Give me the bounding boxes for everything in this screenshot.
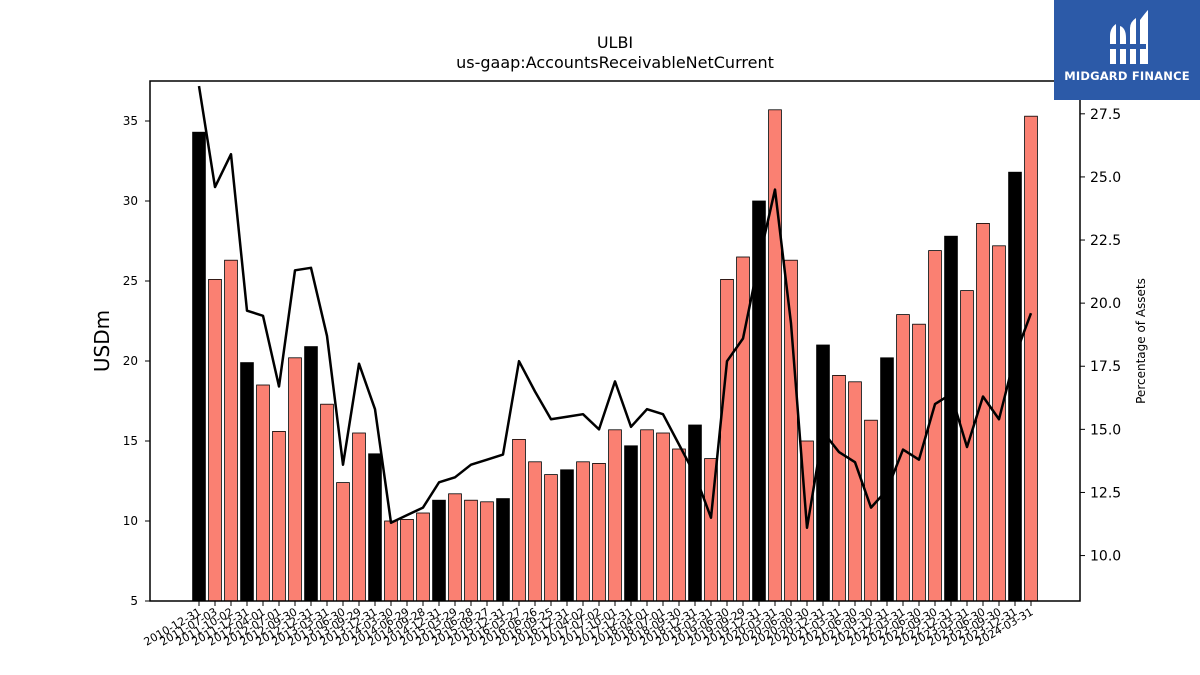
bar-2023-12-31: [1008, 171, 1022, 602]
logo-text: MIDGARD FINANCE: [1064, 69, 1190, 83]
bar-2020-12-31: [816, 344, 830, 602]
bar-2022-06-30: [912, 323, 926, 602]
y-tick-label: 35: [123, 114, 138, 128]
y-tick-label: 15: [123, 434, 138, 448]
bar-2013-09-29: [352, 432, 366, 602]
bar-2021-03-31: [832, 374, 846, 602]
y-tick-label: 25: [123, 274, 138, 288]
bar-2011-07-03: [208, 278, 222, 602]
bar-2013-12-31: [368, 453, 382, 602]
bar-2015-06-28: [464, 499, 478, 602]
bar-2010-12-31: [192, 131, 206, 602]
bar-2018-07-01: [656, 432, 670, 602]
bar-2018-09-30: [672, 448, 686, 602]
bar-2023-09-30: [992, 245, 1006, 602]
y-tick-label: 30: [123, 194, 138, 208]
bar-2016-03-27: [512, 438, 526, 602]
bar-2014-12-31: [432, 499, 446, 602]
percentage-of-assets-line: [197, 85, 1033, 530]
y-tick-label: 20: [123, 354, 138, 368]
bar-2016-12-31: [560, 469, 574, 602]
chart-title: ULBI: [597, 33, 633, 52]
bar-group: [192, 109, 1038, 602]
y2-tick-label: 20.0: [1090, 296, 1121, 312]
bar-2015-03-29: [448, 493, 462, 602]
y-axis-right: 10.0 12.5 15.0 17.5 20.0 22.5 25.0 27.5: [1080, 107, 1121, 565]
bar-2021-06-30: [848, 381, 862, 602]
y-tick-label: 10: [123, 514, 138, 528]
y2-tick-label: 17.5: [1090, 359, 1121, 375]
y-axis-label: USDm: [90, 310, 114, 372]
bar-2014-06-29: [400, 519, 414, 602]
y2-axis-label: Percentage of Assets: [1134, 278, 1148, 404]
y-axis-left: 5 10 15 20 25 30 35: [123, 114, 150, 608]
bar-2013-03-31: [320, 403, 334, 602]
bar-2014-03-30: [384, 520, 398, 602]
bar-2016-06-26: [528, 461, 542, 602]
midgard-logo-icon: [1108, 10, 1148, 64]
bar-2017-12-31: [624, 445, 638, 602]
y2-tick-label: 10.0: [1090, 549, 1121, 565]
bar-2012-09-30: [288, 357, 302, 602]
bar-2020-03-31: [768, 109, 782, 602]
bar-2011-10-02: [224, 259, 238, 602]
bar-2019-09-29: [736, 256, 750, 602]
line-group: [197, 85, 1033, 530]
brand-logo: MIDGARD FINANCE: [1054, 0, 1200, 100]
bar-2022-09-30: [928, 250, 942, 602]
bar-2021-09-30: [864, 419, 878, 602]
bar-2012-12-31: [304, 346, 318, 602]
bar-2012-07-01: [272, 430, 286, 602]
y2-tick-label: 12.5: [1090, 485, 1121, 501]
bar-2020-06-30: [784, 259, 798, 602]
bar-2017-04-02: [576, 461, 590, 602]
y2-tick-label: 22.5: [1090, 233, 1121, 249]
bar-2018-04-01: [640, 429, 654, 602]
y2-tick-label: 27.5: [1090, 107, 1121, 123]
bar-2015-12-31: [496, 498, 510, 602]
bar-2014-09-28: [416, 512, 430, 602]
bar-2011-12-31: [240, 362, 254, 602]
bar-2022-12-31: [944, 235, 958, 602]
x-axis: 2010-12-312011-07-032011-10-022011-12-31…: [142, 601, 1036, 649]
bar-2015-09-27: [480, 501, 494, 602]
y-tick-label: 5: [130, 594, 138, 608]
bar-2017-07-02: [592, 462, 606, 602]
bar-2018-12-31: [688, 424, 702, 602]
bar-2017-10-01: [608, 429, 622, 602]
bar-2019-06-30: [720, 278, 734, 602]
bar-2012-04-01: [256, 384, 270, 602]
y2-tick-label: 15.0: [1090, 422, 1121, 438]
chart-subtitle: us-gaap:AccountsReceivableNetCurrent: [456, 53, 774, 72]
bar-2016-09-25: [544, 474, 558, 602]
y2-tick-label: 25.0: [1090, 170, 1121, 186]
bar-2013-06-30: [336, 482, 350, 602]
bar-2024-03-31: [1024, 115, 1038, 602]
